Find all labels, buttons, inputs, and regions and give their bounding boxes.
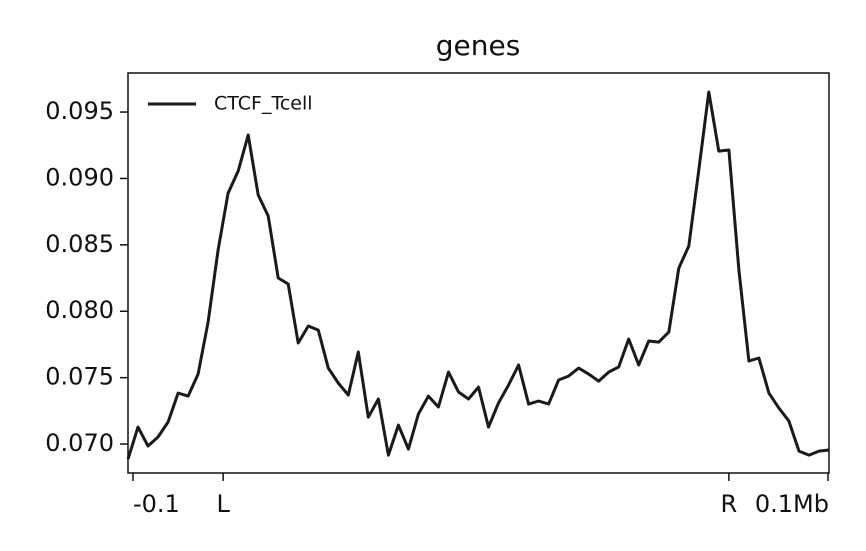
y-tick-label: 0.075 bbox=[45, 363, 114, 391]
x-tick-label: R bbox=[721, 490, 738, 518]
y-tick-label: 0.085 bbox=[45, 230, 114, 258]
y-tick-label: 0.070 bbox=[45, 429, 114, 457]
plot-frame bbox=[127, 72, 830, 474]
data-line bbox=[126, 90, 830, 460]
chart-title: genes bbox=[436, 29, 521, 62]
y-tick-label: 0.095 bbox=[45, 97, 114, 125]
legend-label: CTCF_Tcell bbox=[214, 93, 313, 115]
y-tick-label: 0.090 bbox=[45, 163, 114, 191]
x-tick-label: L bbox=[216, 490, 230, 518]
x-tick-label: -0.1 bbox=[133, 490, 180, 518]
y-tick-label: 0.080 bbox=[45, 296, 114, 324]
x-tick-label: 0.1Mb bbox=[755, 490, 829, 518]
